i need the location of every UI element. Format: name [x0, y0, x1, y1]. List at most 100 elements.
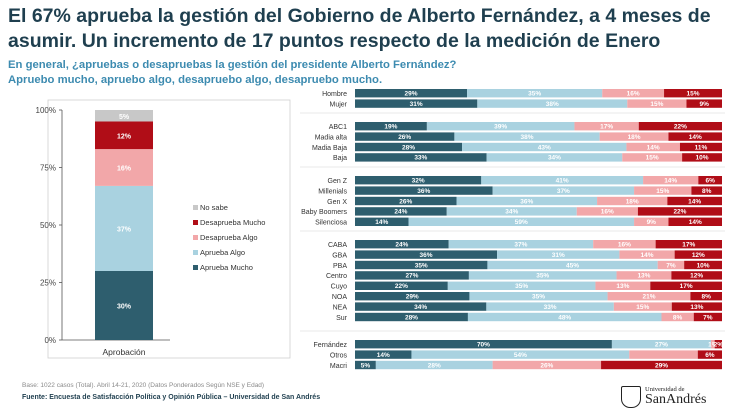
- segment-bar: [486, 302, 614, 311]
- bar-no-sabe: [95, 110, 153, 122]
- page-title: El 67% aprueba la gestión del Gobierno d…: [8, 5, 711, 52]
- segment-data-label: 22%: [674, 124, 687, 131]
- segment-data-label: 38%: [521, 134, 534, 141]
- segment-data-label: 59%: [515, 219, 528, 226]
- segment-data-label: 14%: [688, 198, 701, 205]
- segment-bar: [355, 217, 409, 226]
- segment-bar: [622, 153, 683, 162]
- segment-data-label: 14%: [377, 352, 390, 359]
- segment-bar: [355, 250, 498, 259]
- segment-bar: [611, 340, 711, 349]
- segment-data-label: 10%: [697, 262, 710, 269]
- legend-label: No sabe: [200, 203, 228, 212]
- segment-bar: [486, 153, 623, 162]
- segment-bar: [355, 240, 449, 249]
- segment-data-label: 12%: [690, 273, 703, 280]
- segment-data-label: 37%: [514, 242, 527, 249]
- segment-data-label: 8%: [702, 188, 712, 195]
- segment-data-label: 36%: [420, 252, 433, 259]
- segment-data-label: 14%: [664, 178, 677, 185]
- segment-data-label: 35%: [536, 273, 549, 280]
- segment-bar: [355, 281, 448, 290]
- segment-data-label: 9%: [700, 101, 710, 108]
- segment-bar: [355, 142, 463, 152]
- row-label: Baja: [333, 155, 347, 162]
- segment-data-label: 15%: [650, 101, 663, 108]
- segment-data-label: 7%: [666, 262, 676, 269]
- segment-bar: [477, 99, 628, 108]
- segment-bar: [487, 260, 658, 270]
- legend-swatch: [193, 235, 198, 240]
- segment-data-label: 38%: [546, 101, 559, 108]
- segment-data-label: 9%: [647, 219, 657, 226]
- segment-bar: [634, 186, 692, 195]
- segment-data-label: 17%: [682, 242, 695, 249]
- logo-caption: Universidad de: [645, 386, 685, 393]
- segment-bar: [684, 260, 722, 270]
- segment-data-label: 26%: [399, 198, 412, 205]
- segment-data-label: 18%: [626, 198, 639, 205]
- segment-data-label: 16%: [618, 242, 631, 249]
- bar-data-label: 12%: [117, 133, 132, 140]
- segment-bar: [462, 142, 627, 152]
- bar-aprueba-mucho: [95, 271, 153, 340]
- segment-bar: [355, 186, 493, 195]
- bar-data-label: 30%: [117, 304, 132, 311]
- segment-bar: [468, 271, 617, 280]
- segment-bar: [467, 89, 603, 98]
- bar-desaprueba-mucho: [95, 121, 153, 150]
- segment-bar: [408, 217, 635, 226]
- segment-data-label: 70%: [477, 342, 490, 349]
- row-label: ABC1: [329, 124, 347, 131]
- segment-bar: [668, 132, 722, 141]
- row-label: Mujer: [329, 101, 347, 108]
- segment-data-label: 43%: [538, 144, 551, 151]
- segment-bar: [637, 207, 722, 216]
- segment-bar: [619, 250, 675, 259]
- segment-data-label: 33%: [414, 155, 427, 162]
- row-label: Cuyo: [331, 284, 347, 291]
- segment-bar: [576, 207, 638, 216]
- segment-data-label: 2%: [714, 342, 724, 349]
- y-tick-label: 25%: [40, 279, 56, 288]
- legend-label: Aprueba Mucho: [200, 263, 253, 272]
- legend-swatch: [193, 205, 198, 210]
- segment-bar: [691, 186, 722, 195]
- segment-bar: [599, 132, 669, 141]
- row-label: PBA: [333, 263, 347, 270]
- segment-bar: [627, 99, 687, 108]
- sample-note: Base: 1022 casos (Total). Abril 14-21, 2…: [22, 382, 265, 389]
- segment-data-label: 14%: [375, 219, 388, 226]
- segment-data-label: 17%: [600, 124, 613, 131]
- segment-bar: [682, 153, 722, 162]
- segment-bar: [355, 360, 376, 370]
- legend-swatch: [193, 250, 198, 255]
- y-tick-label: 0%: [44, 336, 56, 345]
- segment-bar: [355, 176, 482, 185]
- segment-data-label: 14%: [647, 144, 660, 151]
- segment-data-label: 28%: [405, 314, 418, 321]
- segment-data-label: 14%: [641, 252, 654, 259]
- segment-data-label: 29%: [405, 91, 418, 98]
- segment-data-label: 45%: [566, 262, 579, 269]
- segment-data-label: 6%: [705, 352, 715, 359]
- row-label: Hombre: [322, 91, 347, 98]
- segment-data-label: 5%: [361, 362, 371, 369]
- segment-bar: [667, 196, 722, 206]
- bar-desaprueba-algo: [95, 149, 153, 186]
- x-tick-label: Aprobación: [102, 347, 145, 357]
- segment-data-label: 6%: [705, 178, 715, 185]
- segment-bar: [355, 312, 468, 322]
- segment-bar: [650, 281, 722, 290]
- row-label: Macri: [330, 363, 348, 370]
- segment-data-label: 35%: [415, 262, 428, 269]
- segment-bar: [710, 340, 715, 349]
- segment-bar: [355, 207, 447, 216]
- segment-data-label: 14%: [689, 219, 702, 226]
- segment-bar: [668, 217, 722, 226]
- university-logo: Universidad de SanAndrés: [621, 386, 721, 408]
- segment-bar: [355, 302, 487, 311]
- segment-bar: [375, 360, 493, 370]
- answer-options-text: Apruebo mucho, apruebo algo, desapruebo …: [8, 74, 383, 86]
- segment-data-label: 26%: [398, 134, 411, 141]
